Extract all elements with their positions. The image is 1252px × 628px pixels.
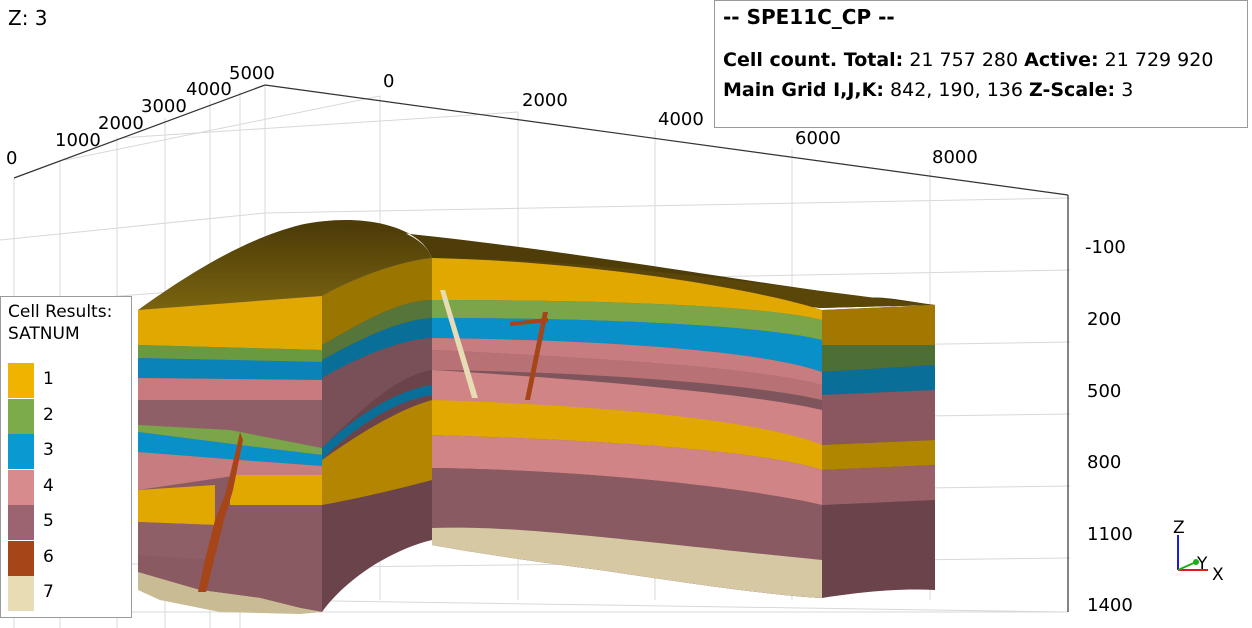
triad-z-label: Z [1173, 518, 1185, 538]
cell-count-total: 21 757 280 [909, 49, 1019, 71]
legend-label: 2 [43, 404, 54, 425]
tick-label: -100 [1085, 237, 1126, 258]
reservoir-model[interactable] [138, 220, 935, 614]
tick-label: 2000 [98, 113, 144, 134]
x-axis-ticks: 0 2000 4000 6000 8000 [383, 71, 978, 168]
axis-triad: Z Y X [1173, 518, 1224, 585]
z-scale-label: Z: 3 [8, 6, 48, 30]
legend-swatch [8, 469, 34, 505]
z-axis-ticks: -100 200 500 800 1100 1400 [1085, 237, 1133, 616]
triad-y-label: Y [1196, 554, 1208, 574]
triad-x-label: X [1212, 565, 1224, 585]
axis-lines [13, 84, 1069, 612]
legend-title-line2: SATNUM [8, 324, 80, 344]
legend-label: 6 [43, 546, 54, 567]
legend-swatch [8, 505, 34, 540]
color-legend: Cell Results: SATNUM 1 2 3 4 5 6 7 [0, 296, 132, 618]
legend-label: 7 [43, 582, 54, 602]
legend-label: 1 [43, 369, 54, 389]
main-grid-ijk: 842, 190, 136 [890, 79, 1023, 101]
y-axis-ticks: 0 1000 2000 3000 4000 5000 [6, 63, 275, 169]
tick-label: 0 [6, 148, 17, 169]
legend-swatch [8, 540, 34, 576]
tick-label: 1400 [1087, 595, 1133, 616]
legend-swatch [8, 576, 34, 611]
legend-label: 3 [43, 440, 54, 460]
tick-label: 500 [1087, 381, 1121, 402]
cell-count-line: Cell count. Total: 21 757 280 Active: 21… [723, 45, 1239, 75]
tick-label: 3000 [141, 96, 187, 117]
tick-label: 1100 [1087, 524, 1133, 545]
tick-label: 200 [1087, 309, 1121, 330]
legend-title: Cell Results: SATNUM [8, 301, 112, 345]
legend-swatch [8, 363, 34, 398]
tick-label: 8000 [932, 147, 978, 168]
info-box: -- SPE11C_CP -- Cell count. Total: 21 75… [714, 0, 1248, 128]
info-title: -- SPE11C_CP -- [723, 5, 895, 29]
tick-label: 2000 [522, 90, 568, 111]
tick-label: 5000 [229, 63, 275, 84]
tick-label: 6000 [795, 128, 841, 149]
z-scale-value: 3 [1121, 79, 1134, 101]
legend-label: 5 [43, 511, 54, 531]
legend-swatch [8, 434, 34, 469]
main-grid-label: Main Grid I,J,K: [723, 79, 884, 101]
tick-label: 0 [383, 71, 394, 92]
main-grid-line: Main Grid I,J,K: 842, 190, 136 Z-Scale: … [723, 75, 1239, 105]
legend-label: 4 [43, 475, 54, 496]
tick-label: 4000 [186, 79, 232, 100]
active-label: Active: [1024, 49, 1099, 71]
legend-title-line1: Cell Results: [8, 302, 113, 322]
tick-label: 4000 [658, 109, 704, 130]
z-scale-key: Z-Scale: [1029, 79, 1116, 101]
tick-label: 1000 [55, 130, 101, 151]
active-count: 21 729 920 [1104, 49, 1214, 71]
cell-count-label: Cell count. Total: [723, 49, 904, 71]
top-surface [138, 221, 432, 310]
legend-swatch [8, 398, 34, 434]
tick-label: 800 [1087, 452, 1121, 473]
